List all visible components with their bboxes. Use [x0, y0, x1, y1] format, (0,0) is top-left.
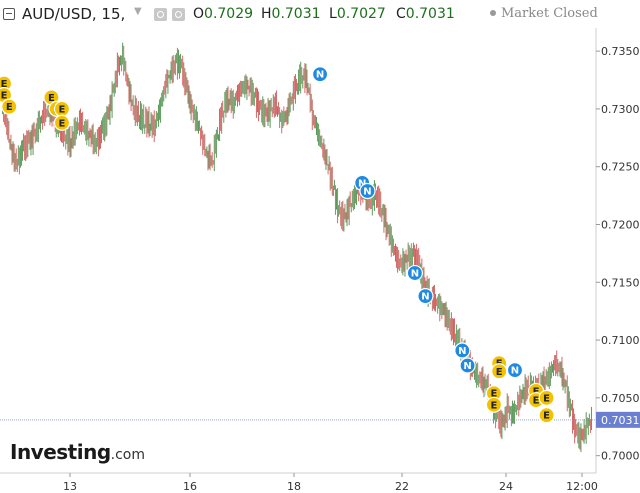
y-tick-label: 0.7150 — [601, 276, 640, 289]
marker-label: N — [421, 292, 429, 303]
news-marker[interactable]: N — [506, 362, 524, 379]
marker-label: E — [59, 104, 66, 115]
last-price-label: 0.7031 — [601, 414, 640, 427]
y-tick-label: 0.7250 — [601, 161, 640, 174]
low-field: L0.7027 — [329, 6, 386, 22]
y-tick-label: 0.7000 — [601, 450, 640, 463]
status-dot-icon — [490, 9, 496, 16]
y-tick-label: 0.7300 — [601, 103, 640, 116]
marker-label: E — [533, 396, 540, 407]
marker-label: E — [6, 102, 13, 113]
chevron-down-icon[interactable]: ▼ — [134, 6, 142, 17]
earnings-marker[interactable]: E — [485, 396, 503, 413]
open-field: O0.7029 — [193, 6, 254, 22]
logo-suffix: .com — [110, 447, 146, 463]
earnings-marker[interactable]: E — [538, 389, 555, 406]
news-marker[interactable]: N — [459, 357, 476, 374]
symbol-label[interactable]: AUD/USD, 15, — [22, 5, 126, 23]
marker-label: N — [358, 178, 366, 189]
marker-label: N — [363, 186, 371, 197]
marker-label: E — [48, 93, 55, 104]
marker-label: E — [543, 393, 550, 404]
marker-label: N — [463, 361, 471, 372]
x-tick-label: 24 — [499, 480, 513, 493]
marker-label: N — [511, 366, 519, 377]
y-tick-label: 0.7050 — [601, 392, 640, 405]
earnings-marker[interactable]: E — [538, 407, 555, 424]
market-status: Market Closed — [490, 6, 598, 21]
settings-icon[interactable] — [154, 8, 167, 21]
chart-header: AUD/USD, 15, ▼ O0.7029 H0.7031 L0.7027 C… — [0, 0, 640, 28]
marker-label: E — [59, 118, 66, 129]
last-price-tag — [596, 411, 640, 428]
x-tick-label: 16 — [183, 480, 197, 493]
marker-label: E — [490, 389, 497, 400]
close-field: C0.7031 — [396, 6, 455, 22]
y-tick-label: 0.7350 — [601, 45, 640, 58]
x-tick-label: 22 — [395, 480, 409, 493]
news-marker[interactable]: N — [417, 288, 434, 305]
high-field: H0.7031 — [261, 6, 321, 22]
marker-label: N — [458, 346, 466, 357]
marker-label: E — [496, 367, 503, 378]
logo-bold: Investing — [10, 440, 111, 464]
marker-label: N — [316, 70, 324, 81]
y-tick-label: 0.7200 — [601, 218, 640, 231]
marker-label: E — [1, 79, 8, 90]
earnings-marker[interactable]: E — [485, 385, 503, 402]
marker-label: E — [1, 91, 8, 102]
earnings-marker[interactable]: E — [1, 98, 18, 115]
news-marker[interactable]: N — [406, 264, 423, 282]
earnings-marker[interactable]: E — [491, 363, 508, 380]
earnings-marker[interactable]: E — [53, 100, 71, 118]
x-tick-label: 12:00 — [566, 480, 598, 493]
marker-label: E — [490, 400, 497, 411]
collapse-icon[interactable] — [3, 8, 15, 20]
marker-label: N — [411, 269, 419, 280]
news-marker[interactable]: N — [311, 66, 329, 83]
x-tick-label: 13 — [63, 480, 77, 493]
marker-label: E — [533, 386, 540, 397]
news-marker[interactable]: N — [359, 182, 376, 200]
marker-label: E — [543, 411, 550, 422]
x-tick-label: 18 — [287, 480, 301, 493]
earnings-marker[interactable]: E — [53, 114, 71, 131]
source-icon[interactable] — [172, 8, 185, 21]
investing-logo: Investing.com — [10, 440, 145, 464]
news-marker[interactable]: N — [454, 342, 471, 359]
y-tick-label: 0.7100 — [601, 334, 640, 347]
